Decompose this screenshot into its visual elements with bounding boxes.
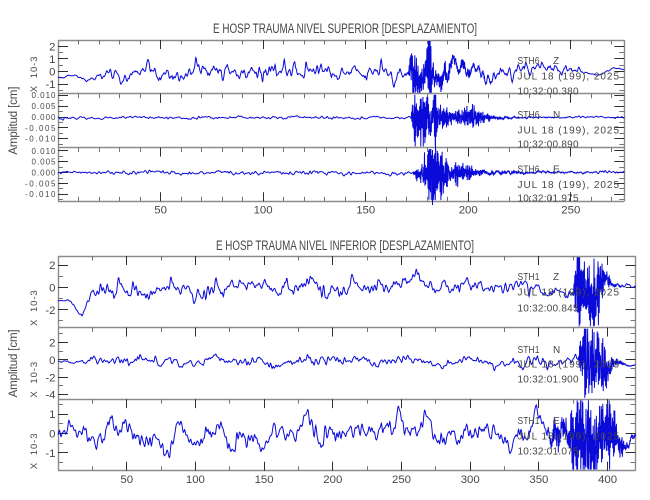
svg-text:100: 100 [254,205,273,217]
svg-text:STH1: STH1 [518,416,540,427]
svg-text:-2: -2 [45,372,55,384]
svg-text:150: 150 [255,474,274,486]
svg-text:JUL 18 (199), 2025: JUL 18 (199), 2025 [518,72,620,83]
svg-text:10-3: 10-3 [29,361,40,384]
svg-text:0: 0 [49,355,55,367]
svg-text:E: E [553,416,560,427]
svg-text:1: 1 [49,54,55,66]
svg-text:Amplitud [cm]: Amplitud [cm] [8,87,20,155]
svg-text:10-3: 10-3 [29,56,40,79]
svg-text:350: 350 [529,474,548,486]
svg-text:250: 250 [561,205,580,217]
svg-text:X: X [29,319,40,326]
svg-text:STH6: STH6 [518,110,540,121]
svg-text:10:32:01.975: 10:32:01.975 [518,194,579,205]
svg-text:0: 0 [49,67,55,79]
svg-text:0.000: 0.000 [32,113,57,122]
svg-text:JUL 18 (199), 2025: JUL 18 (199), 2025 [518,432,620,443]
svg-text:E HOSP TRAUMA NIVEL INFERIOR [: E HOSP TRAUMA NIVEL INFERIOR [DESPLAZAMI… [216,238,474,253]
svg-text:X: X [29,85,40,92]
svg-text:10:32:01.075: 10:32:01.075 [518,447,579,458]
svg-text:JUL 18 (199), 2025: JUL 18 (199), 2025 [518,360,620,371]
svg-text:10-3: 10-3 [29,433,40,456]
svg-text:0.005: 0.005 [32,102,57,111]
svg-text:2: 2 [49,260,55,272]
svg-text:E HOSP TRAUMA NIVEL SUPERIOR [: E HOSP TRAUMA NIVEL SUPERIOR [DESPLAZAMI… [213,21,477,36]
svg-text:250: 250 [392,474,411,486]
svg-text:300: 300 [461,474,480,486]
svg-text:0.010: 0.010 [32,147,57,156]
svg-text:0: 0 [49,429,55,441]
svg-text:JUL 18 (199), 2025: JUL 18 (199), 2025 [518,126,620,137]
svg-text:50: 50 [154,205,167,217]
svg-text:-2: -2 [45,305,55,317]
svg-text:400: 400 [598,474,617,486]
svg-text:-0.005: -0.005 [25,124,56,133]
svg-text:STH1: STH1 [518,272,540,283]
svg-text:JUL 18 (199), 2025: JUL 18 (199), 2025 [518,288,620,299]
svg-text:10-3: 10-3 [29,289,40,312]
svg-text:STH6: STH6 [518,165,540,176]
svg-text:150: 150 [356,205,375,217]
svg-text:200: 200 [323,474,342,486]
svg-text:10:32:00.890: 10:32:00.890 [518,140,579,151]
svg-text:2: 2 [49,41,55,53]
svg-text:10:32:01.900: 10:32:01.900 [518,374,579,385]
svg-text:Amplitud [cm]: Amplitud [cm] [8,329,20,397]
svg-text:0.005: 0.005 [32,158,57,167]
svg-text:200: 200 [459,205,478,217]
svg-text:JUL 18 (199), 2025: JUL 18 (199), 2025 [518,180,620,191]
svg-text:100: 100 [186,474,205,486]
svg-text:0.010: 0.010 [32,91,57,100]
svg-text:2: 2 [49,338,55,350]
svg-text:N: N [553,110,560,121]
svg-text:50: 50 [120,474,133,486]
svg-text:0.000: 0.000 [32,169,57,178]
svg-text:X: X [29,391,40,398]
svg-text:E: E [553,165,560,176]
svg-text:-4: -4 [45,390,55,402]
svg-text:Z: Z [553,272,559,283]
svg-text:Z: Z [553,56,559,67]
svg-text:STH6: STH6 [518,56,540,67]
svg-text:-0.005: -0.005 [25,179,56,188]
svg-text:-0.010: -0.010 [25,135,56,144]
svg-text:1: 1 [49,409,55,421]
svg-text:0: 0 [49,283,55,295]
svg-text:N: N [553,345,560,356]
svg-text:-1: -1 [45,448,55,460]
svg-text:-0.010: -0.010 [25,190,56,199]
svg-text:10:32:00.845: 10:32:00.845 [518,303,579,314]
svg-text:10:32:00.380: 10:32:00.380 [518,86,579,97]
svg-text:-1: -1 [45,79,55,91]
svg-text:STH1: STH1 [518,345,540,356]
svg-text:X: X [29,462,40,469]
